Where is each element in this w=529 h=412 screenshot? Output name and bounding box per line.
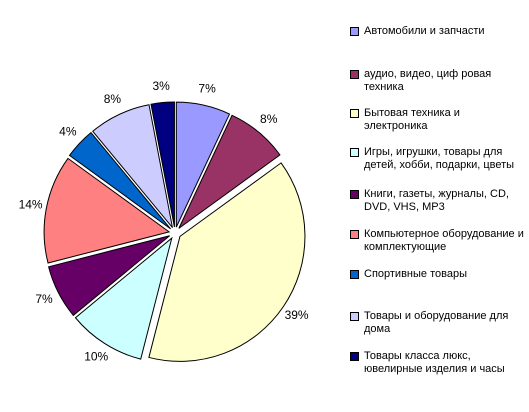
legend-item: Товары и оборудование для дома — [350, 310, 525, 336]
legend-item: Бытовая техника и электроника — [350, 107, 525, 133]
pie-slice — [178, 114, 281, 229]
pie-slice — [47, 235, 170, 317]
legend-swatch — [350, 312, 359, 321]
legend-label: Товары и оборудование для дома — [364, 310, 509, 335]
pie-slice — [68, 131, 172, 230]
legend-label: аудио, видео, циф ровая техника — [364, 68, 492, 93]
legend-label: Бытовая техника и электроника — [364, 107, 460, 132]
slice-label: 14% — [19, 198, 43, 212]
legend-swatch — [350, 230, 359, 239]
pie-slice — [74, 236, 173, 360]
legend-swatch — [350, 148, 359, 157]
slice-label: 4% — [59, 125, 77, 139]
pie-slice — [150, 101, 175, 228]
legend-label: Игры, игрушки, товары для детей, хобби, … — [364, 146, 515, 171]
slice-label: 8% — [104, 92, 122, 106]
legend-item: Компьютерное оборудование и комплектующи… — [350, 228, 525, 254]
slice-label: 7% — [198, 82, 216, 96]
legend-label: Компьютерное оборудование и комплектующи… — [364, 228, 524, 253]
legend-swatch — [350, 109, 359, 118]
pie-slice — [43, 157, 171, 264]
slice-label: 10% — [84, 349, 108, 363]
legend-swatch — [350, 352, 359, 361]
legend-item: Автомобили и запчасти — [350, 25, 525, 38]
legend-swatch — [350, 70, 359, 79]
pie-slice — [92, 104, 173, 228]
legend-item: Книги, газеты, журналы, CD, DVD, VHS, MP… — [350, 188, 525, 214]
legend-label: Спортивные товары — [364, 268, 467, 280]
legend-item: аудио, видео, циф ровая техника — [350, 68, 525, 94]
legend-label: Товары класса люкс, ювелирные изделия и … — [364, 350, 505, 375]
legend-item: Спортивные товары — [350, 268, 525, 281]
legend-swatch — [350, 270, 359, 279]
legend-label: Автомобили и запчасти — [364, 25, 485, 37]
legend-item: Товары класса люкс, ювелирные изделия и … — [350, 350, 525, 376]
legend-item: Игры, игрушки, товары для детей, хобби, … — [350, 146, 525, 172]
pie-slice — [175, 101, 231, 228]
legend-swatch — [350, 190, 359, 199]
slice-label: 8% — [260, 112, 278, 126]
slice-label: 3% — [152, 79, 170, 93]
slice-label: 39% — [285, 308, 309, 322]
slice-label: 7% — [35, 292, 53, 306]
legend-label: Книги, газеты, журналы, CD, DVD, VHS, MP… — [364, 188, 509, 213]
pie-slice — [148, 162, 306, 362]
legend-swatch — [350, 27, 359, 36]
